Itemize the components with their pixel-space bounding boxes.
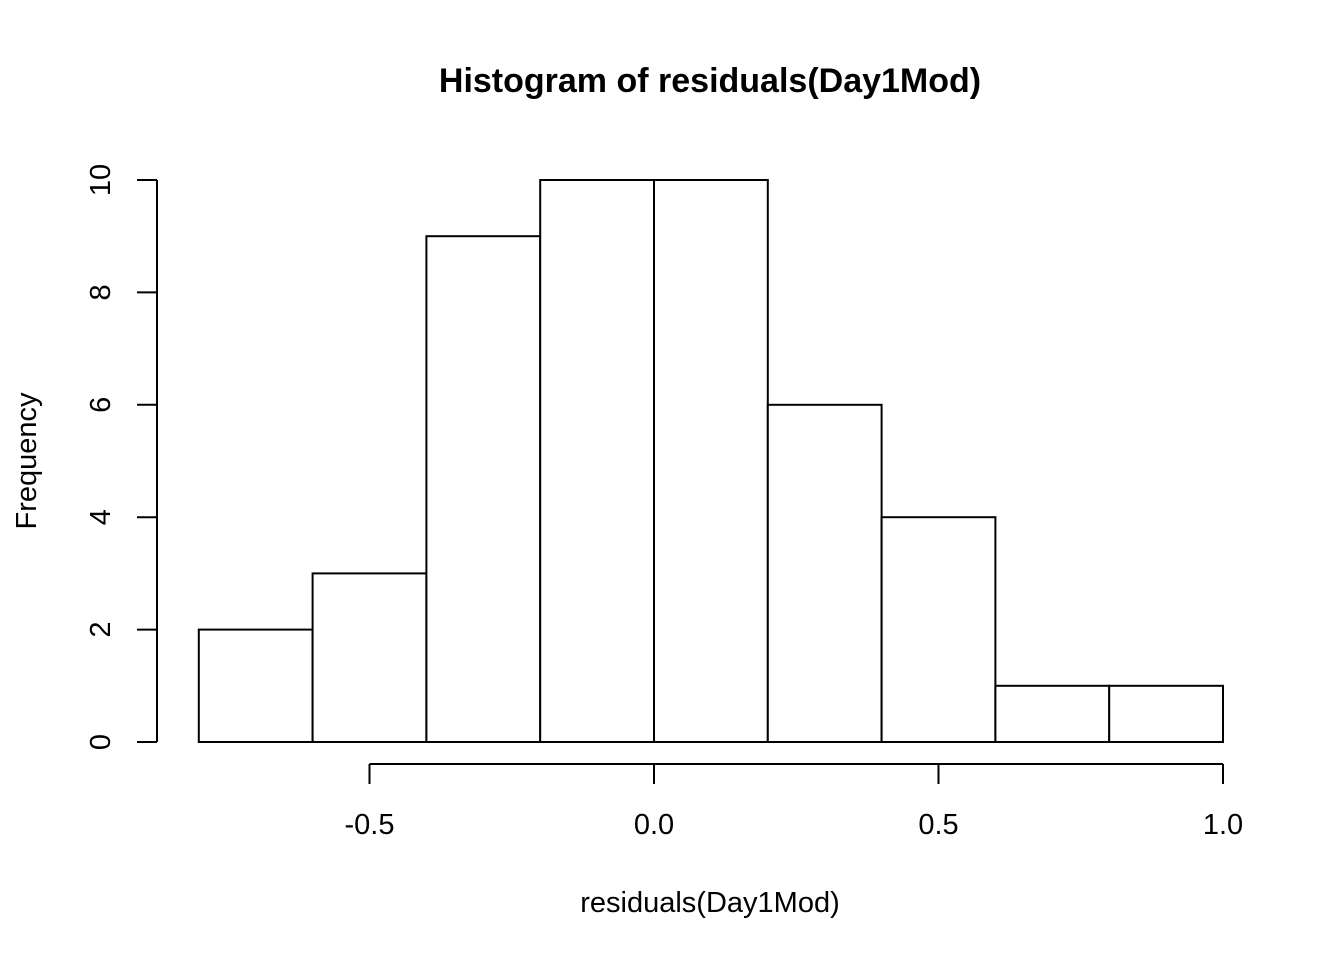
histogram-bar-1 xyxy=(311,572,428,744)
histogram-bar-4 xyxy=(653,179,769,743)
histogram-bar-0 xyxy=(197,628,314,743)
chart-title: Histogram of residuals(Day1Mod) xyxy=(439,62,981,100)
y-tick-label: 8 xyxy=(85,284,117,300)
histogram-bar-6 xyxy=(880,516,997,744)
x-axis: -0.5 0.0 0.5 1.0 xyxy=(345,763,1243,841)
x-tick-label: 0.5 xyxy=(918,809,958,841)
x-tick-label: 0.0 xyxy=(634,809,674,841)
y-tick-label: 4 xyxy=(85,509,117,525)
y-tick-label: 6 xyxy=(85,397,117,413)
y-tick-label: 0 xyxy=(85,734,117,750)
y-axis-label: Frequency xyxy=(11,392,43,530)
histogram-bar-7 xyxy=(994,684,1111,743)
y-tick-label: 2 xyxy=(85,622,117,638)
histogram-bar-2 xyxy=(425,235,542,743)
y-axis: 0 2 4 6 8 10 xyxy=(85,164,158,750)
histogram-bar-8 xyxy=(1108,684,1224,743)
histogram-bar-5 xyxy=(766,403,883,743)
bars-group xyxy=(197,179,1224,744)
x-tick-label: -0.5 xyxy=(345,809,395,841)
x-tick-label: 1.0 xyxy=(1203,809,1243,841)
x-axis-label: residuals(Day1Mod) xyxy=(580,887,840,919)
y-tick-label: 10 xyxy=(85,164,117,196)
histogram-bar-3 xyxy=(539,179,656,743)
